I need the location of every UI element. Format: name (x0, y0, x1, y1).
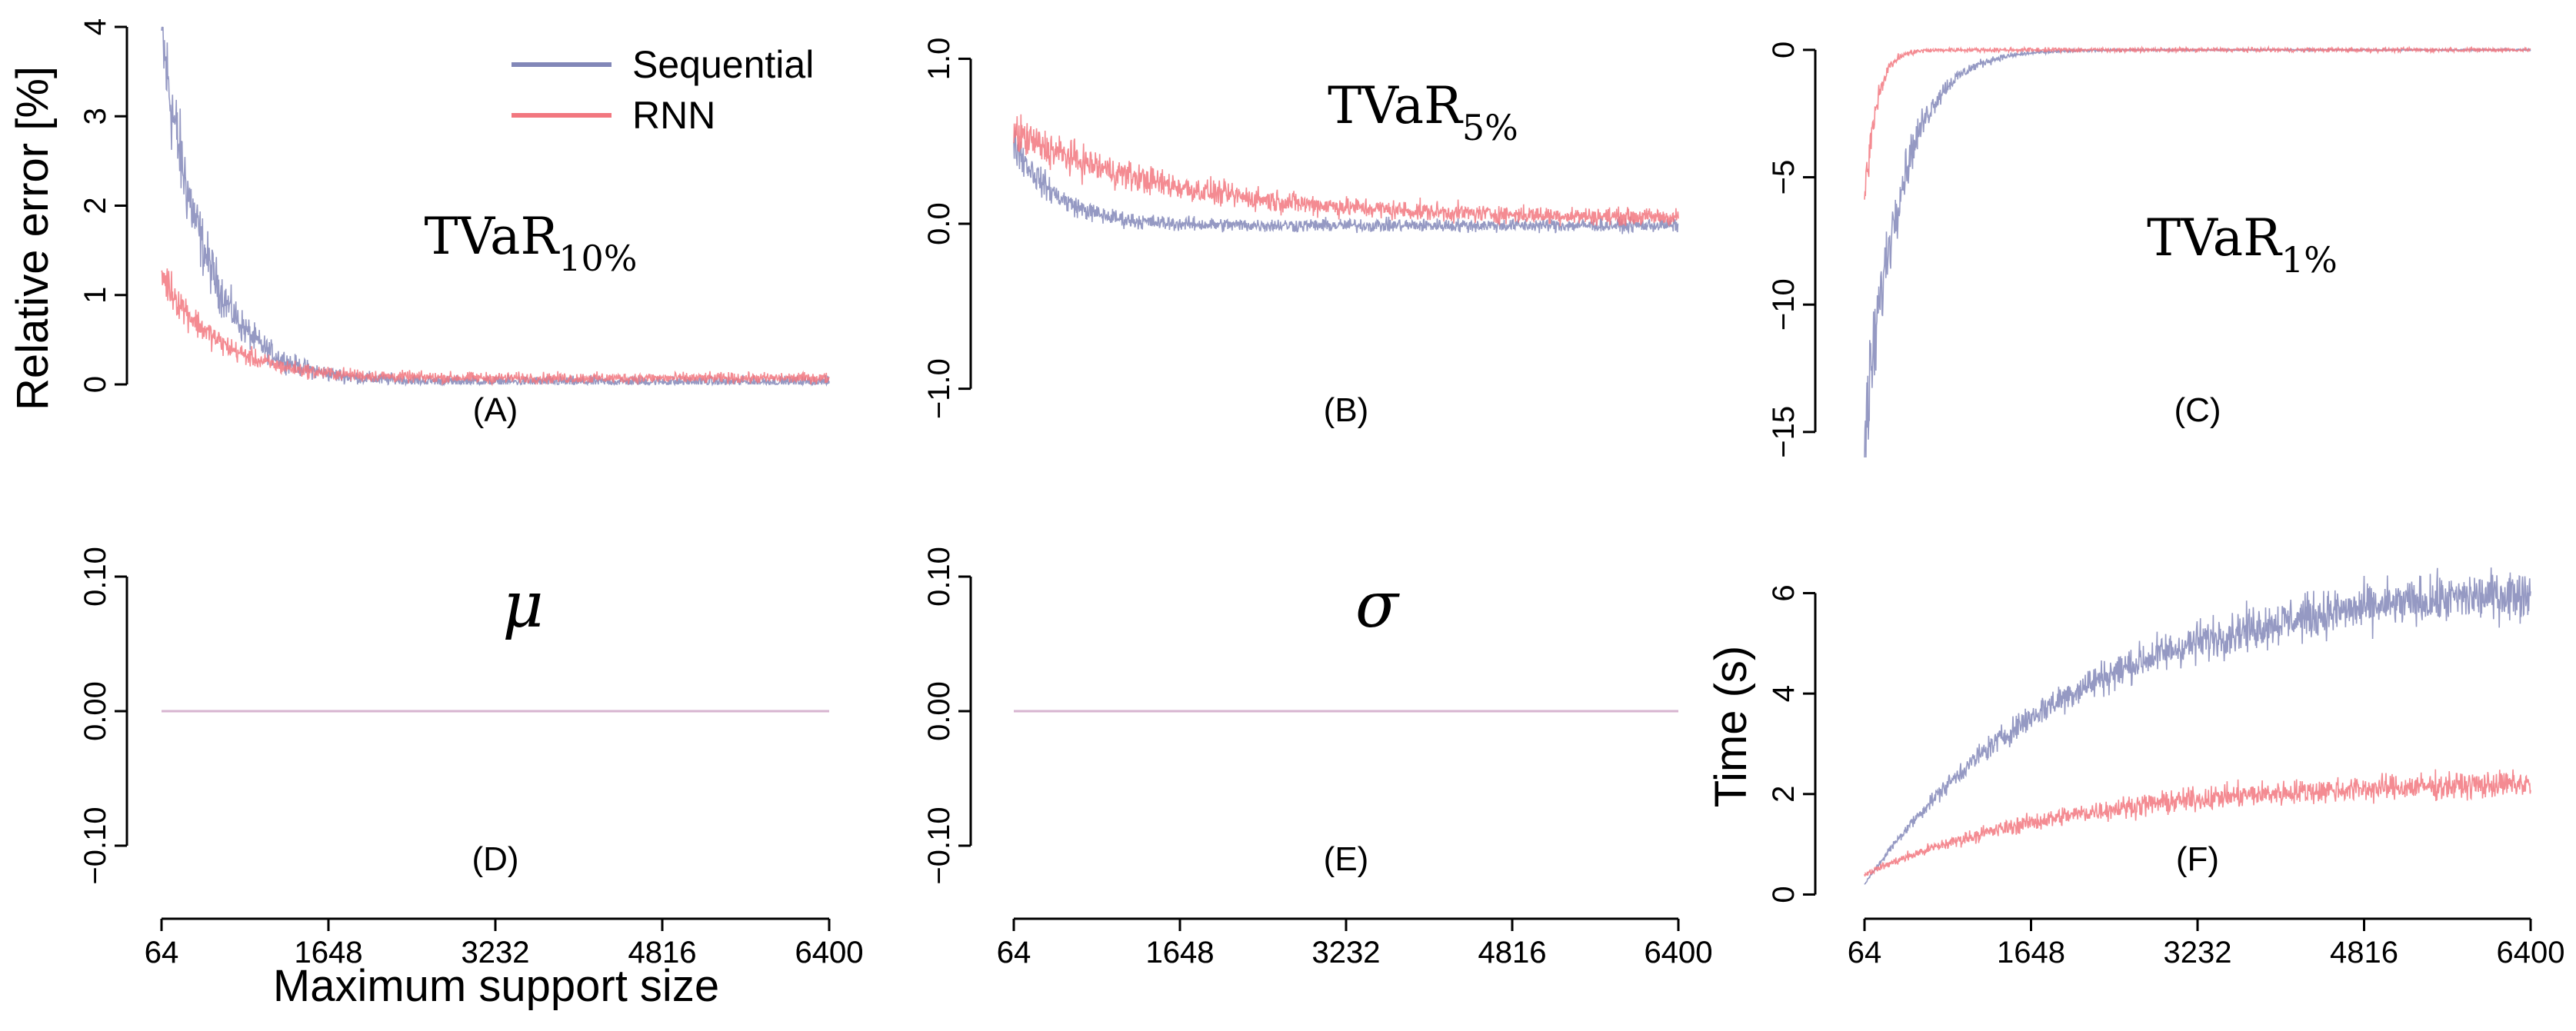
x-tick-label: 6400 (795, 936, 864, 969)
panel-c: −15 −10 −5 0 (C) TVaR1% (1767, 42, 2531, 458)
panel-annotation: σ (1355, 569, 1400, 642)
x-tick-label: 64 (145, 936, 179, 969)
series-sequential (1864, 567, 2531, 885)
y-tick-label: 0 (1767, 42, 1801, 58)
x-tick-label: 3232 (462, 936, 530, 969)
panel-tag: (B) (1324, 391, 1369, 429)
x-tick-label: 4816 (2330, 936, 2398, 969)
y-axis-title: Relative error [%] (8, 66, 58, 411)
x-tick-label: 6400 (2497, 936, 2565, 969)
panel-tag: (F) (2176, 840, 2219, 878)
legend-label-sequential: Sequential (632, 43, 814, 86)
y-tick-label: 0.10 (78, 547, 112, 607)
y-tick-label: −0.10 (78, 807, 112, 884)
x-tick-label: 64 (997, 936, 1031, 969)
y-tick-label: −0.10 (922, 807, 956, 884)
panel-f: 0 2 4 6 64 1648 3232 4816 6400 (F) (1767, 567, 2564, 969)
x-tick-label: 1648 (1997, 936, 2065, 969)
y-tick-label: 0.00 (922, 681, 956, 741)
y-tick-label: 4 (1767, 685, 1801, 702)
y-tick-label: 0 (1767, 886, 1801, 903)
y-tick-label: −10 (1767, 278, 1801, 331)
series-sequential (161, 26, 830, 387)
panel-tag: (D) (472, 840, 518, 878)
series-rnn (161, 268, 830, 387)
series-sequential (1013, 130, 1679, 234)
y-tick-label: −1.0 (922, 358, 956, 419)
y-tick-label: 6 (1767, 584, 1801, 601)
panel-tag: (A) (473, 391, 518, 429)
y-tick-label: 0 (78, 376, 112, 393)
x-tick-label: 3232 (1312, 936, 1381, 969)
x-tick-label: 1648 (295, 936, 363, 969)
x-tick-label: 64 (997, 936, 1031, 969)
panel-d: −0.10 0.00 0.10 64 1648 3232 4816 6400 (D) μ (78, 547, 863, 969)
panel-a: 0 1 2 3 4 64 1648 3232 4816 6400 (A) TVaR10% (78, 18, 863, 969)
series-rnn (1013, 114, 1679, 227)
x-tick-label: 4816 (628, 936, 697, 969)
panel-annotation: TVaR5% (1328, 76, 1518, 148)
series-rnn (1864, 769, 2531, 877)
panel-tag: (C) (2174, 391, 2221, 429)
x-tick-label: 4816 (1478, 936, 1547, 969)
y-tick-label: 1.0 (922, 38, 956, 81)
x-tick-label: 1648 (1146, 936, 1215, 969)
y-tick-label: −15 (1767, 406, 1801, 458)
y-tick-label: 0.00 (78, 681, 112, 741)
y-tick-label: 0.10 (922, 547, 956, 607)
x-tick-label: 4816 (1478, 936, 1547, 969)
x-tick-label: 1648 (1146, 936, 1215, 969)
panel-tag: (E) (1324, 840, 1369, 878)
x-tick-label: 6400 (795, 936, 864, 969)
x-axis-title: Maximum support size (273, 961, 719, 1011)
legend-label-rnn: RNN (632, 94, 715, 137)
y-tick-label: 3 (78, 108, 112, 125)
x-tick-label: 4816 (628, 936, 697, 969)
legend: Sequential RNN (512, 43, 814, 137)
panel-annotation: μ (502, 569, 543, 642)
series-rnn (1864, 45, 2531, 200)
y-tick-label: 0.0 (922, 202, 956, 245)
x-tick-label: 64 (145, 936, 179, 969)
x-tick-label: 1648 (295, 936, 363, 969)
panel-e: −0.10 0.00 0.10 64 1648 3232 4816 6400 (E) σ (922, 547, 1712, 969)
panel-b: −1.0 0.0 1.0 64 1648 3232 4816 6400 (B) TVaR5% (922, 38, 1712, 969)
y-tick-label: 1 (78, 287, 112, 304)
y-tick-label: 4 (78, 18, 112, 35)
panel-annotation: TVaR10% (425, 207, 638, 279)
x-tick-label: 3232 (2164, 936, 2232, 969)
x-tick-label: 6400 (1645, 936, 1713, 969)
panel-annotation: TVaR1% (2147, 208, 2338, 281)
x-tick-label: 3232 (1312, 936, 1381, 969)
y-tick-label: 2 (78, 197, 112, 214)
x-tick-label: 6400 (1645, 936, 1713, 969)
time-axis-title: Time (s) (1706, 646, 1756, 807)
x-tick-label: 3232 (462, 936, 530, 969)
x-tick-label: 64 (1848, 936, 1882, 969)
y-tick-label: 2 (1767, 786, 1801, 803)
y-tick-label: −5 (1767, 160, 1801, 195)
